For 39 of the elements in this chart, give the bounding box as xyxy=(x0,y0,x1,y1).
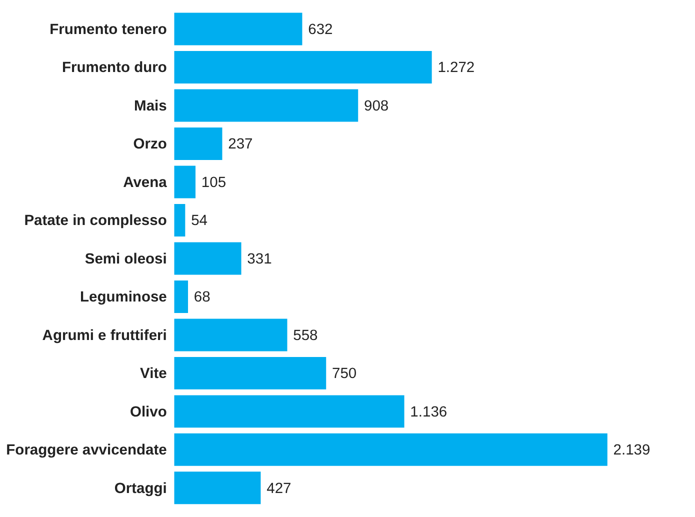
data-label: 1.272 xyxy=(438,60,475,76)
bar xyxy=(174,204,186,236)
y-tick-label: Foraggere avvicendate xyxy=(6,442,167,459)
data-label: 105 xyxy=(201,174,226,191)
y-tick-label: Agrumi e fruttiferi xyxy=(42,328,167,344)
bar xyxy=(174,128,222,160)
bar xyxy=(174,280,188,313)
y-tick-label: Ortaggi xyxy=(114,480,167,497)
bar xyxy=(174,12,302,46)
data-label: 331 xyxy=(247,251,272,268)
y-tick-label: Patate in complesso xyxy=(24,213,167,230)
data-label: 558 xyxy=(293,328,318,344)
y-tick-label: Avena xyxy=(123,174,168,191)
bar xyxy=(174,242,242,275)
bar xyxy=(174,472,261,504)
y-tick-label: Orzo xyxy=(133,136,167,153)
y-tick-label: Mais xyxy=(134,98,167,114)
y-tick-label: Frumento duro xyxy=(62,60,167,76)
data-label: 908 xyxy=(364,98,389,114)
data-label: 750 xyxy=(332,366,357,382)
data-label: 2.139 xyxy=(613,442,650,459)
bar xyxy=(174,433,608,466)
bar xyxy=(174,166,196,198)
y-tick-label: Olivo xyxy=(130,404,167,420)
bar xyxy=(174,51,432,84)
data-label: 54 xyxy=(191,213,208,230)
y-tick-label: Semi oleosi xyxy=(84,251,167,268)
data-label: 632 xyxy=(308,22,333,38)
data-label: 427 xyxy=(266,480,292,497)
bar xyxy=(174,89,358,122)
data-label: 1.136 xyxy=(410,404,448,420)
y-tick-label: Frumento tenero xyxy=(50,22,167,38)
data-label: 237 xyxy=(228,136,253,153)
y-tick-label: Vite xyxy=(140,366,167,382)
data-label: 68 xyxy=(194,290,210,306)
bar xyxy=(174,318,288,352)
bar xyxy=(174,356,326,390)
y-tick-label: Leguminose xyxy=(80,290,167,306)
bar xyxy=(174,395,404,428)
